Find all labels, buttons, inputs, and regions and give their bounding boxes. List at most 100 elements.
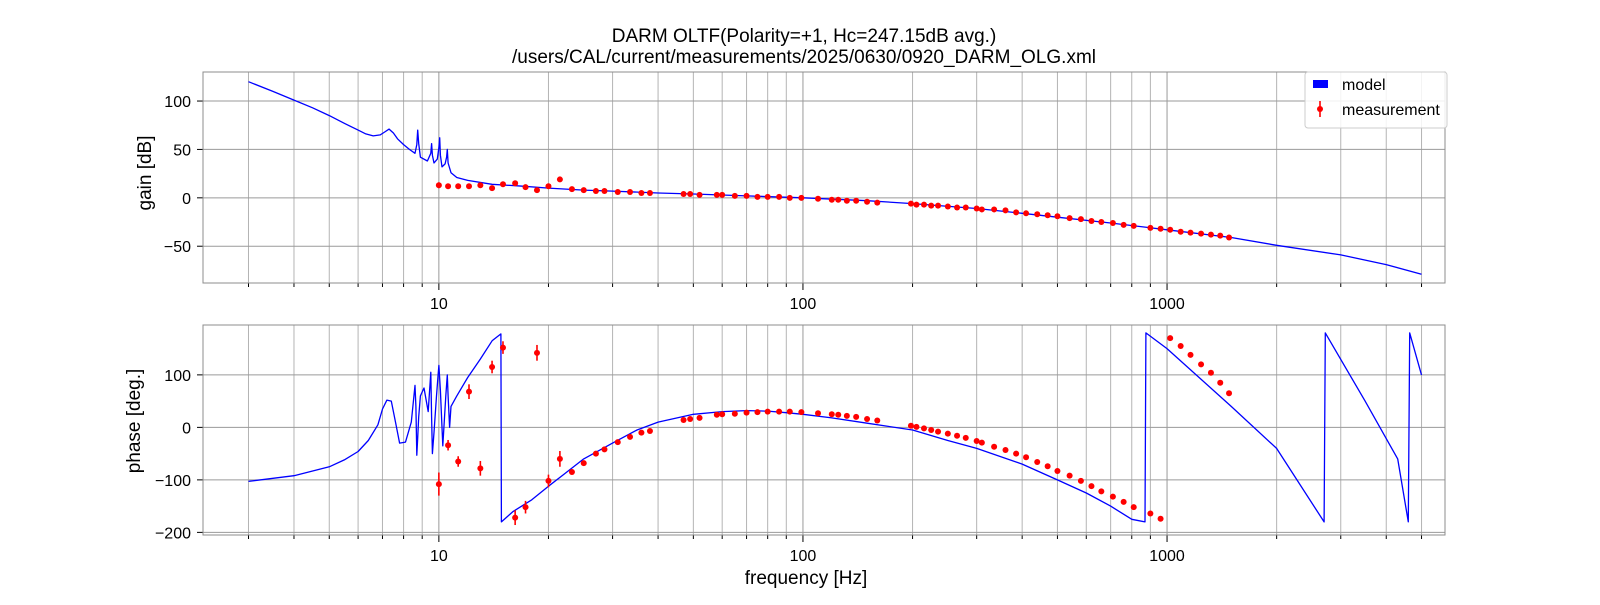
phase-measurement-point: [1098, 488, 1105, 495]
gain-measurement-point: [680, 190, 687, 197]
phase-measurement-point: [545, 477, 552, 484]
gain-measurement-point: [786, 194, 793, 201]
phase-measurement-point: [1023, 454, 1030, 461]
chart-title: DARM OLTF(Polarity=+1, Hc=247.15dB avg.): [612, 26, 997, 47]
phase-measurement-point: [954, 432, 961, 439]
phase-measurement-point: [713, 411, 720, 418]
gain-measurement-point: [815, 195, 822, 202]
gain-measurement-point: [445, 183, 452, 190]
gain-measurement-point: [978, 206, 985, 213]
gain-measurement-point: [568, 186, 575, 193]
gain-measurement-point: [1120, 221, 1127, 228]
y-tick-label: 0: [182, 191, 191, 208]
gain-measurement-point: [1077, 216, 1084, 223]
phase-measurement-point: [764, 408, 771, 415]
gain-measurement-point: [853, 197, 860, 204]
gain-measurement-point: [556, 176, 563, 183]
gain-measurement-point: [687, 190, 694, 197]
phase-measurement-point: [696, 414, 703, 421]
phase-measurement-point: [991, 443, 998, 450]
phase-measurement-point: [466, 388, 473, 395]
x-tick-label: 1000: [1149, 548, 1185, 565]
gain-measurement-point: [1226, 234, 1233, 241]
phase-measurement-point: [907, 422, 914, 429]
gain-measurement-point: [638, 189, 645, 196]
phase-measurement-point: [1198, 361, 1205, 368]
gain-measurement-point: [764, 193, 771, 200]
gain-panel: 100 50 0 −50 10 100 1000: [164, 71, 1446, 313]
phase-measurement-point: [731, 410, 738, 417]
phase-measurement-point: [646, 428, 653, 435]
gain-measurement-point: [973, 205, 980, 212]
y-tick-label: 100: [164, 368, 191, 385]
gain-measurement-point: [696, 191, 703, 198]
phase-measurement-point: [743, 409, 750, 416]
gain-measurement-point: [991, 206, 998, 213]
gain-measurement-point: [828, 196, 835, 203]
gain-measurement-point: [1207, 231, 1214, 238]
gain-measurement-point: [1217, 232, 1224, 239]
y-tick-label: 100: [164, 94, 191, 111]
phase-measurement-point: [1054, 467, 1061, 474]
plot-data-layer: [248, 81, 1422, 275]
phase-measurement-point: [614, 439, 621, 446]
chart-subtitle: /users/CAL/current/measurements/2025/063…: [512, 47, 1096, 68]
phase-measurement-point: [835, 411, 842, 418]
gain-measurement-point: [754, 193, 761, 200]
phase-measurement-point: [776, 408, 783, 415]
legend-measurement-point: [1317, 106, 1323, 112]
gain-measurement-point: [1054, 213, 1061, 220]
phase-measurement-point: [687, 415, 694, 422]
gain-measurement-point: [1044, 212, 1051, 219]
gain-measurement-point: [1023, 210, 1030, 217]
gain-measurement-point: [713, 191, 720, 198]
phase-measurement-point: [1130, 504, 1137, 511]
gain-measurement-point: [499, 181, 506, 188]
gain-measurement-point: [935, 202, 942, 209]
phase-measurement-point: [568, 469, 575, 475]
phase-measurement-point: [1013, 450, 1020, 457]
plot-frame: [202, 324, 1446, 536]
phase-measurement-point: [1167, 335, 1174, 342]
gain-measurement-point: [489, 185, 496, 192]
gain-measurement-point: [913, 201, 920, 208]
gain-measurement-point: [1034, 211, 1041, 218]
gain-measurement-point: [743, 192, 750, 199]
gain-measurement-point: [776, 193, 783, 200]
gain-measurement-point: [874, 199, 881, 206]
phase-measurement-point: [1034, 459, 1041, 466]
gain-measurement-point: [545, 183, 552, 190]
phase-measurement-point: [601, 446, 608, 453]
gain-measurement-point: [455, 183, 462, 190]
phase-measurement-point: [477, 465, 484, 472]
phase-measurement-point: [913, 423, 920, 430]
gain-measurement-point: [907, 200, 914, 207]
phase-measurement-point: [1217, 379, 1224, 386]
x-tick-label: 100: [790, 548, 817, 565]
x-axis-label: frequency [Hz]: [745, 568, 868, 589]
x-tick-label: 10: [430, 548, 448, 565]
phase-measurement-point: [512, 514, 519, 521]
phase-measurement-point: [815, 410, 822, 417]
phase-measurement-point: [828, 411, 835, 418]
y-tick-label: −50: [164, 239, 191, 256]
gain-measurement-point: [1130, 222, 1137, 229]
phase-measurement-point: [843, 412, 850, 419]
gain-measurement-point: [928, 202, 935, 209]
phase-measurement-point: [1187, 351, 1194, 358]
gain-measurement-point: [627, 189, 634, 196]
phase-measurement-point: [928, 427, 935, 433]
plot-frame: [202, 71, 1446, 284]
gain-measurement-point: [1167, 226, 1174, 233]
phase-measurement-point: [455, 458, 462, 465]
phase-measurement-point: [1207, 369, 1214, 376]
phase-measurement-point: [533, 349, 540, 356]
phase-measurement-point: [973, 438, 980, 445]
phase-measurement-point: [1002, 446, 1009, 453]
gain-measurement-point: [466, 183, 473, 190]
gain-measurement-point: [646, 189, 653, 196]
phase-axis-label: phase [deg.]: [124, 369, 145, 474]
gain-measurement-point: [1109, 219, 1116, 226]
